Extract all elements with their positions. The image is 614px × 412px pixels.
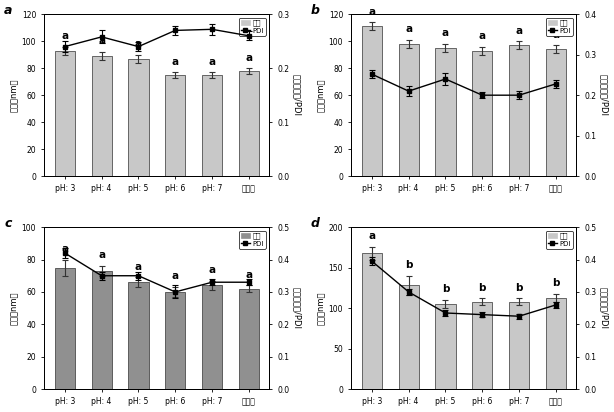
Text: a: a — [135, 39, 142, 49]
Text: a: a — [209, 56, 216, 67]
Y-axis label: 粒径（nm）: 粒径（nm） — [10, 78, 19, 112]
Bar — [472, 302, 492, 389]
Text: b: b — [311, 5, 320, 17]
Bar — [472, 51, 492, 176]
Text: a: a — [405, 24, 412, 34]
Legend: 粒径, PDI: 粒径, PDI — [239, 18, 266, 36]
Text: a: a — [98, 250, 105, 260]
Text: a: a — [61, 244, 68, 254]
Text: a: a — [479, 31, 486, 41]
Text: a: a — [61, 31, 68, 41]
Legend: 粒径, PDI: 粒径, PDI — [546, 18, 573, 36]
Bar — [362, 253, 382, 389]
Bar — [546, 49, 566, 176]
Bar — [509, 45, 529, 176]
Bar — [398, 44, 419, 176]
Y-axis label: 多分散系数/PDI: 多分散系数/PDI — [292, 287, 301, 329]
Text: b: b — [441, 284, 449, 294]
Text: b: b — [515, 283, 523, 293]
Text: a: a — [442, 28, 449, 38]
Bar — [128, 282, 149, 389]
Legend: 粒径, PDI: 粒径, PDI — [546, 231, 573, 249]
Y-axis label: 多分散系数/PDI: 多分散系数/PDI — [599, 74, 608, 116]
Bar — [435, 304, 456, 389]
Bar — [435, 48, 456, 176]
Bar — [546, 297, 566, 389]
Bar — [91, 56, 112, 176]
Text: a: a — [553, 30, 559, 40]
Bar — [239, 71, 259, 176]
Text: a: a — [516, 26, 523, 35]
Bar — [128, 59, 149, 176]
Bar — [91, 271, 112, 389]
Bar — [202, 75, 222, 176]
Bar — [165, 292, 185, 389]
Text: a: a — [368, 231, 375, 241]
Bar — [398, 286, 419, 389]
Text: b: b — [552, 278, 559, 288]
Y-axis label: 粒径（nm）: 粒径（nm） — [10, 291, 19, 325]
Text: a: a — [368, 7, 375, 16]
Text: a: a — [246, 52, 252, 63]
Text: d: d — [311, 218, 320, 230]
Text: a: a — [172, 56, 179, 67]
Text: c: c — [4, 218, 12, 230]
Text: b: b — [478, 283, 486, 293]
Text: a: a — [172, 272, 179, 281]
Bar — [362, 26, 382, 176]
Legend: 粒径, PDI: 粒径, PDI — [239, 231, 266, 249]
Bar — [55, 268, 75, 389]
Bar — [239, 289, 259, 389]
Bar — [509, 302, 529, 389]
Y-axis label: 多分散系数/PDI: 多分散系数/PDI — [292, 74, 301, 116]
Y-axis label: 多分散系数/PDI: 多分散系数/PDI — [599, 287, 608, 329]
Text: a: a — [98, 36, 105, 46]
Text: a: a — [4, 5, 12, 17]
Bar — [202, 286, 222, 389]
Bar — [55, 51, 75, 176]
Text: b: b — [405, 260, 413, 270]
Y-axis label: 粒径（nm）: 粒径（nm） — [317, 78, 326, 112]
Text: a: a — [209, 265, 216, 275]
Text: a: a — [135, 262, 142, 272]
Text: a: a — [246, 270, 252, 280]
Bar — [165, 75, 185, 176]
Y-axis label: 粒径（nm）: 粒径（nm） — [317, 291, 326, 325]
